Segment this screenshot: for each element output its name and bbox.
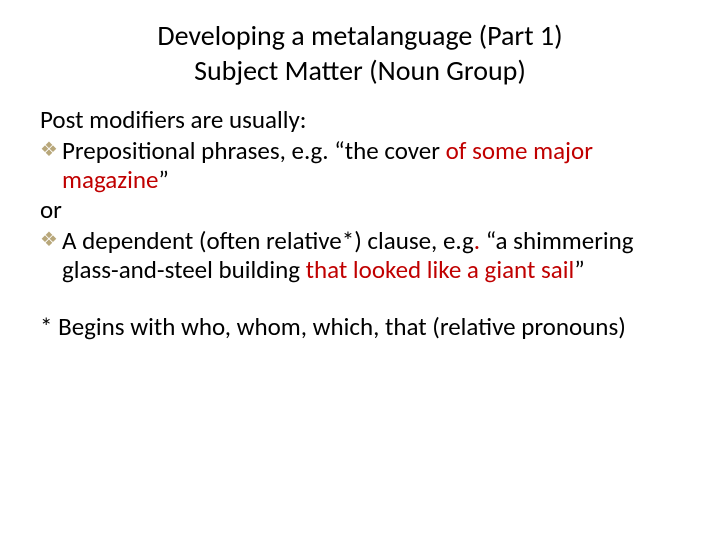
- title-line-1: Developing a metalanguage (Part 1): [0, 18, 720, 53]
- bullet-trail: ”: [574, 254, 584, 285]
- diamond-bullet-icon: ❖: [40, 137, 62, 163]
- bullet-lead: A dependent (often relative*) clause, e.…: [62, 225, 474, 256]
- bullet-text: A dependent (often relative*) clause, e.…: [62, 227, 680, 285]
- title-line-2: Subject Matter (Noun Group): [0, 53, 720, 88]
- bullet-item: ❖ A dependent (often relative*) clause, …: [40, 227, 680, 285]
- slide-body: Post modifiers are usually: ❖ Prepositio…: [0, 88, 720, 341]
- diamond-bullet-icon: ❖: [40, 227, 62, 253]
- bullet-lead: Prepositional phrases, e.g. “the cover: [62, 135, 446, 166]
- bullet-item: ❖ Prepositional phrases, e.g. “the cover…: [40, 137, 680, 195]
- slide: Developing a metalanguage (Part 1) Subje…: [0, 0, 720, 540]
- intro-text: Post modifiers are usually:: [40, 106, 680, 135]
- or-label: or: [40, 196, 680, 225]
- bullet-highlight: that looked like a giant sail: [306, 254, 575, 285]
- footnote-text: * Begins with who, whom, which, that (re…: [40, 313, 680, 342]
- bullet-trail: ”: [158, 164, 168, 195]
- bullet-text: Prepositional phrases, e.g. “the cover o…: [62, 137, 680, 195]
- slide-title: Developing a metalanguage (Part 1) Subje…: [0, 0, 720, 88]
